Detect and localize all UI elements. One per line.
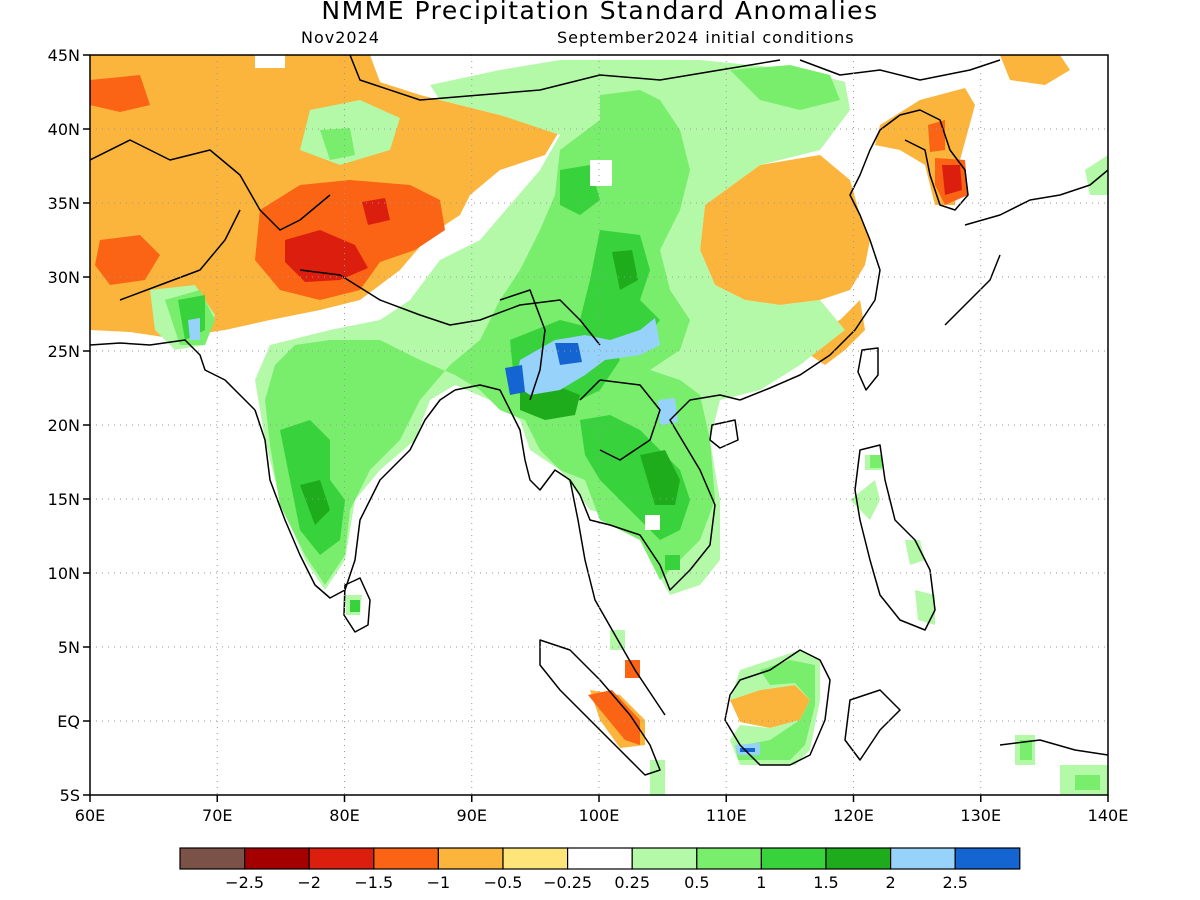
colorbar-swatch	[373, 847, 439, 870]
colorbar-swatch	[889, 847, 956, 870]
coastline-hainan	[709, 419, 739, 449]
colorbar	[179, 847, 1021, 870]
coastline-taiwan	[857, 347, 879, 391]
x-tick-label: 90E	[457, 806, 487, 825]
border-central-asia	[90, 139, 331, 231]
map-title: NMME Precipitation Standard Anomalies	[321, 0, 879, 25]
anomaly-region-negative-1-5	[285, 165, 962, 282]
longitude-axis-labels: 60E 70E 80E 90E 100E 110E 120E 130E 140E	[75, 806, 1129, 825]
colorbar-swatch	[954, 847, 1021, 870]
anomaly-borneo-dry	[730, 685, 810, 728]
coastline-sulawesi	[844, 689, 901, 761]
colorbar-label: 2	[886, 873, 896, 892]
anomaly-field	[90, 55, 1108, 795]
y-tick-label: 15N	[48, 490, 80, 509]
colorbar-swatch	[566, 847, 633, 870]
colorbar-label: 0.25	[614, 873, 650, 892]
coastline-borneo	[724, 649, 831, 766]
x-tick-label: 110E	[706, 806, 747, 825]
coastline-japan	[964, 169, 1108, 226]
x-tick-label: 140E	[1088, 806, 1129, 825]
coastline-sri-lanka	[343, 577, 371, 633]
coastline-indochina	[569, 394, 741, 591]
colorbar-label: −0.5	[484, 873, 523, 892]
y-tick-label: 20N	[48, 416, 80, 435]
colorbar-swatch	[502, 847, 569, 870]
coastline-bay-bengal-east	[454, 384, 666, 716]
colorbar-label: −1.5	[354, 873, 393, 892]
border-russia-china	[799, 59, 1001, 81]
colorbar-label: 2.5	[942, 873, 967, 892]
y-tick-label: 30N	[48, 268, 80, 287]
anomaly-neutral-spots	[255, 55, 660, 530]
colorbar-swatch	[631, 847, 698, 870]
colorbar-swatch	[437, 847, 504, 870]
coastline-japan-south	[944, 254, 1001, 326]
coastline-korea	[879, 109, 969, 211]
border-myanmar	[499, 289, 546, 401]
colorbar-label: 1.5	[813, 873, 838, 892]
y-tick-label: 10N	[48, 564, 80, 583]
colorbar-label: −1	[427, 873, 451, 892]
colorbar-label: −0.25	[543, 873, 592, 892]
colorbar-labels: −2.5 −2 −1.5 −1 −0.5 −0.25 0.25 0.5 1 1.5 2 2.5	[225, 873, 968, 892]
latitude-axis-labels: 45N 40N 35N 30N 25N 20N 15N 10N 5N EQ 5S	[48, 46, 80, 805]
border-afghanistan	[119, 209, 241, 301]
coastlines-and-borders	[90, 55, 1108, 776]
coastline-philippines	[854, 444, 936, 631]
colorbar-label: −2	[297, 873, 321, 892]
x-tick-label: 120E	[833, 806, 874, 825]
colorbar-label: −2.5	[225, 873, 264, 892]
colorbar-swatch	[308, 847, 375, 870]
valid-month-label: Nov2024	[301, 28, 380, 47]
coastline-sumatra	[539, 639, 661, 776]
colorbar-swatch	[179, 847, 246, 870]
colorbar-swatch	[244, 847, 310, 870]
anomaly-region-positive-1-5	[300, 250, 680, 525]
border-indochina	[579, 379, 661, 461]
border-himalaya	[299, 269, 601, 346]
anomaly-region-positive-2-5	[505, 343, 755, 752]
y-tick-label: 40N	[48, 120, 80, 139]
x-tick-label: 130E	[960, 806, 1001, 825]
border-mongolia	[349, 55, 781, 101]
y-tick-label: 5N	[58, 638, 80, 657]
y-tick-label: 35N	[48, 194, 80, 213]
colorbar-swatch	[760, 847, 827, 870]
anomaly-north-east-dry	[1000, 55, 1070, 85]
x-tick-label: 60E	[75, 806, 105, 825]
coastline-china	[739, 129, 881, 401]
colorbar-swatch	[825, 847, 892, 870]
anomaly-north-china-dry	[700, 155, 870, 305]
coastline-new-guinea	[999, 739, 1108, 756]
colorbar-label: 0.5	[684, 873, 709, 892]
x-tick-label: 80E	[329, 806, 359, 825]
y-tick-label: 45N	[48, 46, 80, 65]
x-tick-label: 100E	[579, 806, 620, 825]
colorbar-label: 1	[756, 873, 766, 892]
init-conditions-label: September2024 initial conditions	[557, 28, 855, 47]
colorbar-swatch	[696, 847, 762, 870]
y-tick-label: 5S	[60, 786, 80, 805]
map-axis-ticks	[83, 54, 1109, 802]
y-tick-label: 25N	[48, 342, 80, 361]
coastline-west-asia	[90, 339, 256, 411]
y-tick-label: EQ	[57, 712, 80, 731]
x-tick-label: 70E	[202, 806, 232, 825]
